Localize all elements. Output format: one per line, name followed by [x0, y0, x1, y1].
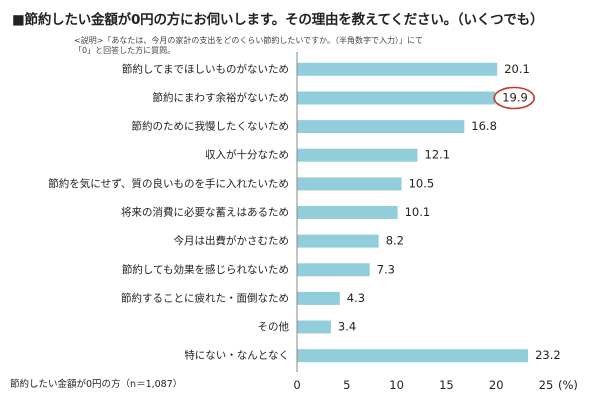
x-tick-label-5: 5 — [343, 378, 350, 392]
value-label-7: 8.2 — [386, 234, 404, 248]
category-label-2: 節約にまわす余裕がないため — [153, 91, 290, 104]
value-label-2: 19.9 — [502, 91, 528, 105]
category-label-10: その他 — [258, 320, 290, 333]
category-label-7: 今月は出費がかさむため — [174, 234, 290, 247]
category-label-4: 収入が十分なため — [205, 148, 289, 161]
value-label-1: 20.1 — [504, 62, 530, 76]
bar-1 — [297, 62, 498, 76]
question-note: <説明>「あなたは、今月の家計の支出をどのくらい節約したいですか。（半角数字で入… — [74, 36, 423, 56]
category-label-9: 節約することに疲れた・面倒なため — [121, 291, 289, 304]
category-label-1: 節約してまでほしいものがないため — [122, 62, 289, 75]
value-label-3: 16.8 — [471, 119, 497, 133]
value-label-10: 3.4 — [338, 320, 356, 334]
sample-size-label: 節約したい金額が0円の方（n＝1,087） — [10, 379, 183, 390]
category-label-8: 節約しても効果を感じられないため — [122, 263, 289, 276]
bar-8 — [297, 263, 370, 277]
x-tick-label-10: 10 — [389, 378, 404, 392]
highlight-circle — [493, 86, 536, 110]
bar-6 — [297, 206, 398, 219]
category-label-6: 将来の消費に必要な蓄えはあるため — [121, 206, 289, 219]
value-label-8: 7.3 — [377, 262, 395, 276]
bar-10 — [297, 320, 331, 334]
chart-title: ■節約したい金額が0円の方にお伺いします。その理由を教えてください。（いくつでも… — [12, 12, 544, 28]
question-note-line-2: 「0」と回答した方に質問。 — [74, 46, 176, 55]
bar-9 — [297, 291, 340, 305]
value-label-11: 23.2 — [535, 348, 561, 362]
bar-11 — [297, 349, 529, 363]
bar-3 — [297, 120, 465, 134]
bar-5 — [297, 177, 402, 191]
bar-2 — [297, 91, 496, 105]
value-label-5: 10.5 — [409, 176, 435, 190]
bar-7 — [297, 234, 379, 248]
x-tick-label-15: 15 — [439, 378, 454, 392]
x-tick-label-0: 0 — [293, 378, 300, 392]
category-label-3: 節約のために我慢したくないため — [132, 120, 290, 133]
bar-4 — [297, 148, 418, 162]
x-tick-label-20: 20 — [489, 378, 504, 392]
value-label-4: 12.1 — [425, 148, 451, 162]
question-note-line-1: <説明>「あなたは、今月の家計の支出をどのくらい節約したいですか。（半角数字で入… — [74, 36, 424, 45]
category-label-11: 特にない・なんとなく — [184, 350, 289, 362]
x-unit-label: (%) — [558, 378, 578, 392]
value-label-9: 4.3 — [347, 291, 365, 305]
value-label-6: 10.1 — [405, 205, 431, 219]
x-tick-label-25: 25 — [539, 378, 554, 392]
category-label-5: 節約を気にせず、質の良いものを手に入れたいため — [48, 177, 289, 190]
